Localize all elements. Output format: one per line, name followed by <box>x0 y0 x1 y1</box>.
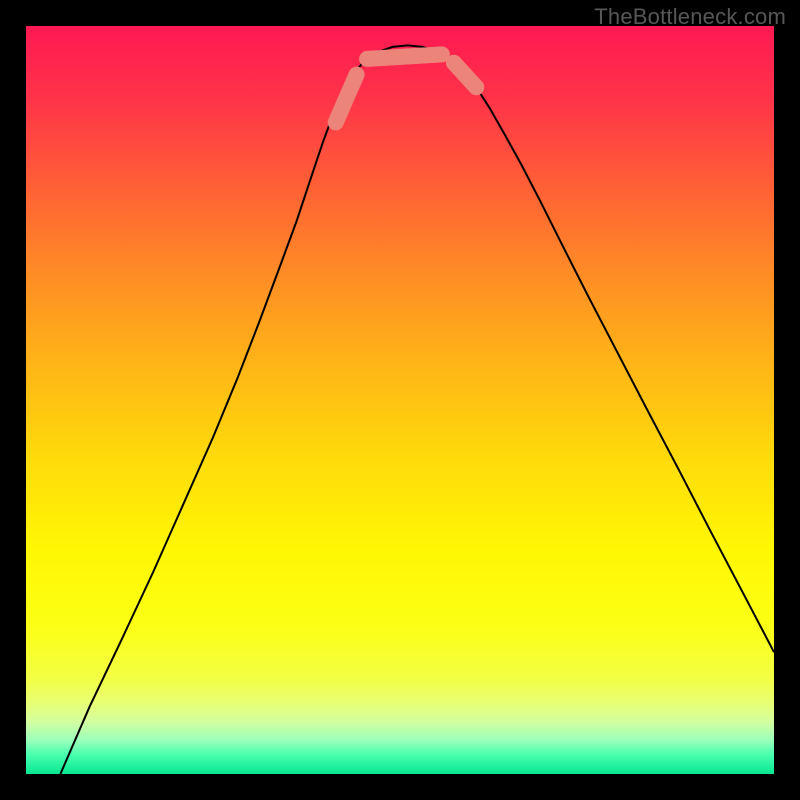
background-gradient <box>26 26 774 774</box>
chart-frame: TheBottleneck.com <box>0 0 800 800</box>
plot-area <box>26 26 774 774</box>
watermark-text: TheBottleneck.com <box>594 4 786 30</box>
